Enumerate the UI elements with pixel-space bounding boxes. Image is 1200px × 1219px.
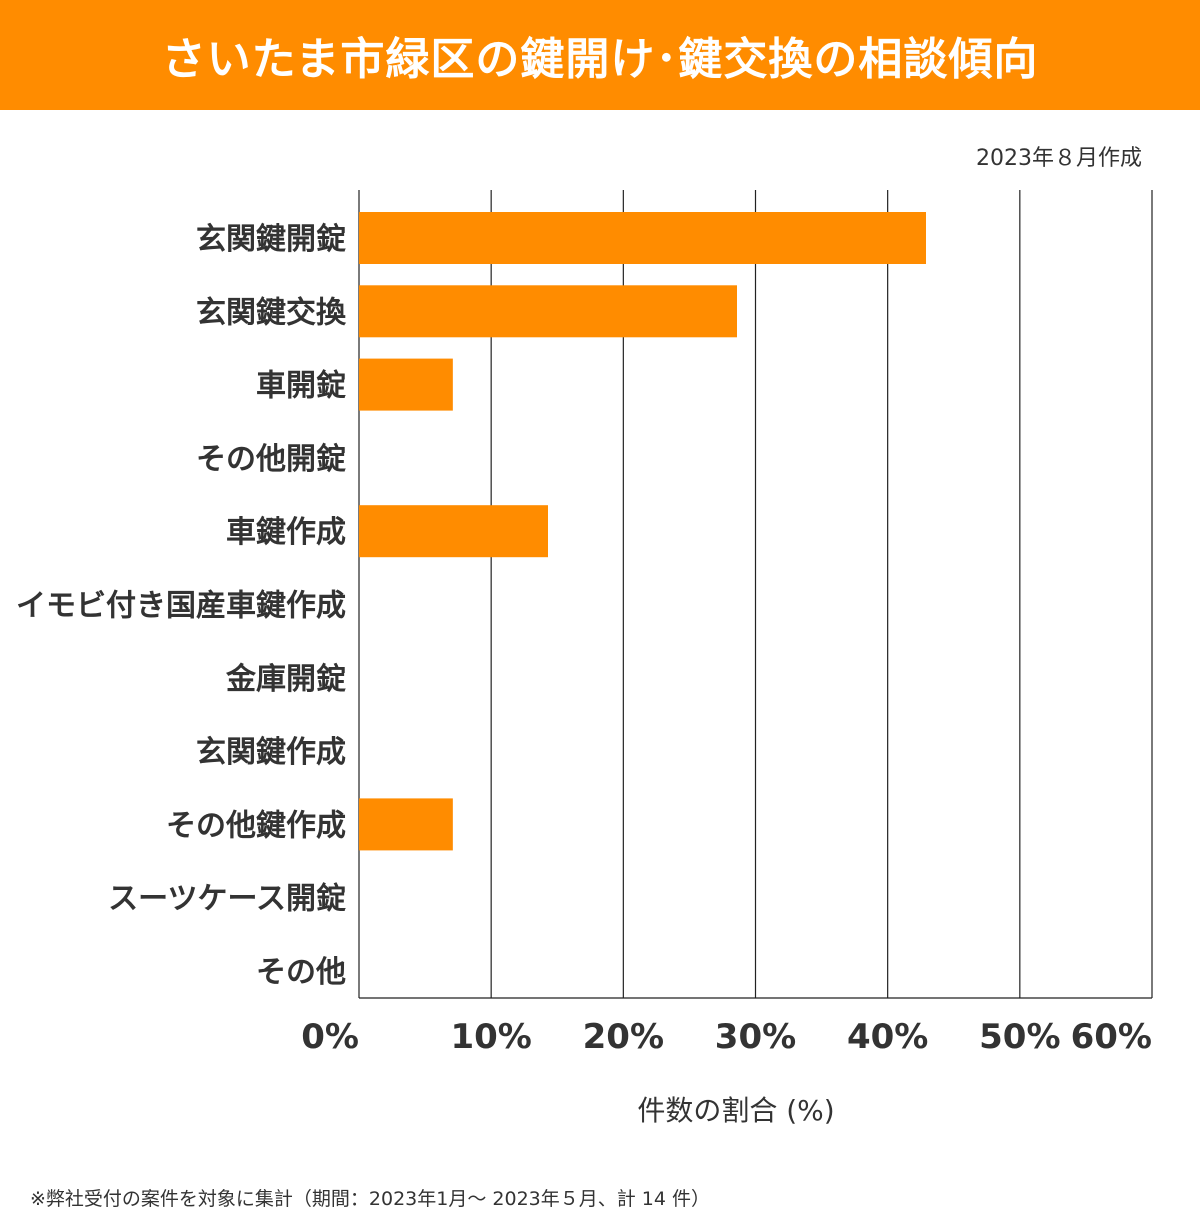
category-label-2: 車開錠 [256,369,346,404]
x-tick-label-60: 60% [1071,1017,1152,1057]
x-tick-label-10: 10% [450,1017,531,1057]
x-tick-label-50: 50% [979,1017,1060,1057]
tick-label-layer: 0% 10% 20% 30% 40% 50% 60% [301,1017,1152,1057]
bar-4 [359,505,548,558]
category-label-6: 金庫開錠 [225,662,346,697]
created-date: 2023年８月作成 [976,146,1142,171]
header-banner: さいたま市緑区の鍵開け･鍵交換の相談傾向 [0,0,1200,110]
x-tick-label-0: 0% [301,1017,359,1057]
category-label-7: 玄関鍵作成 [196,735,346,770]
category-label-8: その他鍵作成 [166,808,346,843]
category-label-9: スーツケース開錠 [108,882,346,917]
bar-1 [359,285,737,338]
bar-8 [359,798,453,851]
page-title: さいたま市緑区の鍵開け･鍵交換の相談傾向 [161,34,1039,85]
bar-0 [359,212,926,264]
category-label-10: その他 [256,955,346,990]
category-label-0: 玄関鍵開錠 [196,222,346,257]
bar-layer [359,212,926,851]
category-label-layer: 玄関鍵開錠玄関鍵交換車開錠その他開錠車鍵作成イモビ付き国産車鍵作成金庫開錠玄関鍵… [16,222,347,990]
x-axis-title: 件数の割合 (%) [637,1094,834,1127]
category-label-3: その他開錠 [196,442,346,477]
x-tick-label-30: 30% [715,1017,796,1057]
footnote: ※弊社受付の案件を対象に集計（期間：2023年1月～ 2023年５月、計 14 … [30,1188,711,1210]
x-tick-label-20: 20% [583,1017,664,1057]
x-tick-label-40: 40% [847,1017,928,1057]
category-label-4: 車鍵作成 [226,515,346,550]
bar-2 [359,358,453,411]
category-label-5: イモビ付き国産車鍵作成 [16,589,346,624]
category-label-1: 玄関鍵交換 [196,295,347,330]
